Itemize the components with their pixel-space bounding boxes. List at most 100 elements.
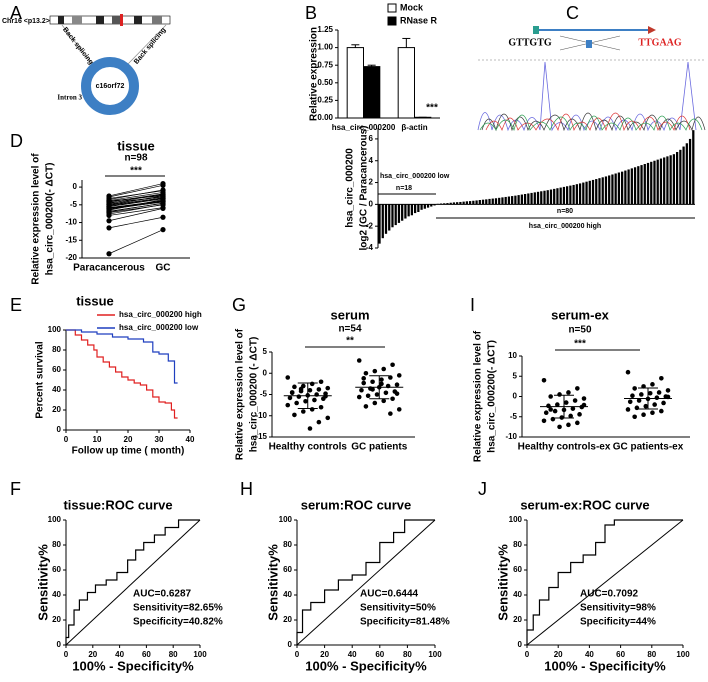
bar [543,190,546,205]
pair-line [108,200,164,209]
x-tick-label: 100 [428,650,442,659]
bar [423,204,426,209]
y-axis-label: hsa_circ_000200(- ΔCT) [45,163,56,276]
point [292,384,297,390]
pair-line [108,195,164,202]
annotation: hsa_circ_000200 low [380,173,450,180]
y-axis-label: Relative expression level of [31,153,42,285]
chart-title: tissue [76,293,114,308]
connector [61,24,93,65]
bar [566,186,569,205]
bar [530,192,533,205]
bar [394,204,397,226]
point [566,390,571,395]
bar [397,204,401,223]
legend-label: hsa_circ_000200 low [119,323,199,332]
y-tick-label: 10 [508,351,517,360]
point [379,377,384,382]
reference-line [296,519,436,646]
point [652,402,657,407]
y-tick-label: -15 [65,235,77,244]
bar [653,160,656,205]
bar [501,197,504,205]
point [106,201,112,207]
y-tick-label: 20 [52,615,61,624]
point [632,386,637,391]
band [96,16,104,24]
y-tick-label: -5 [510,412,518,421]
y-tick-label: 40 [52,385,61,394]
y-tick-label: 60 [513,565,522,574]
y-tick-label: 0.00 [317,113,333,122]
point [643,403,649,409]
y-tick-label: 0 [263,368,268,377]
point [365,393,371,399]
pair-line [108,207,164,216]
point [363,404,369,409]
bar [572,184,575,205]
bar [494,198,498,205]
chart-title: serum-ex:ROC curve [520,497,649,512]
y-tick-label: -4 [366,243,374,252]
bar [692,130,695,205]
point [160,187,166,193]
y-tick-label: -5 [70,200,78,209]
bar [656,159,659,205]
legend-label: Mock [400,2,424,12]
point [665,388,671,393]
y-axis-label: Sensitivity% [265,544,280,621]
bar [413,204,417,214]
y-tick-label: -5 [260,390,268,399]
x-tick-label: 80 [647,650,656,659]
point [325,385,331,391]
point [555,402,560,407]
sequence-left: GTTGTG [508,37,552,48]
y-axis-label: hsa_circ_000200 (- ΔCT) [249,337,260,453]
panel-label: J [478,479,487,499]
x-tick-label: 0 [525,650,530,659]
x-tick-label: 100 [193,650,207,659]
annotation: AUC=0.6287 [133,589,192,600]
panel-label: C [566,3,579,23]
point [106,193,112,199]
x-tick-label: 100 [676,650,690,659]
bar [388,204,391,231]
trace [481,112,706,132]
bar [588,180,591,205]
point [575,386,580,391]
point [563,400,569,405]
annotation: Specificity=44% [580,617,656,628]
point [160,194,166,200]
bar [630,168,633,205]
bar [533,192,536,205]
point [566,422,571,428]
band [112,16,122,24]
chart-title: serum:ROC curve [301,497,412,512]
diagram-a: Chr16 <p13.2> Back splicing Back splicin… [2,14,171,115]
y-tick-label: 0 [518,640,523,649]
point [289,390,295,396]
point [160,205,166,211]
junction-mark [586,40,592,48]
y-tick-label: 0 [57,640,62,649]
x-axis-label: 100% - Specificity% [305,658,427,673]
y-axis-label: Relative expression level of [473,330,484,462]
bar [417,204,420,212]
annotation: *** [574,339,586,350]
point [647,390,653,396]
bar [446,203,449,205]
point [370,387,375,392]
annotation: n=98 [124,153,148,164]
bar [611,174,614,205]
bar [452,202,456,205]
reference-line [65,519,201,646]
x-tick-label: GC [156,263,171,274]
x-tick-label: 0 [64,650,69,659]
x-tick-label: 60 [142,650,151,659]
point [381,398,386,404]
chart-title: serum-ex [551,307,610,322]
panel-label: G [232,295,246,315]
point [659,408,664,414]
pair-line [108,208,164,222]
